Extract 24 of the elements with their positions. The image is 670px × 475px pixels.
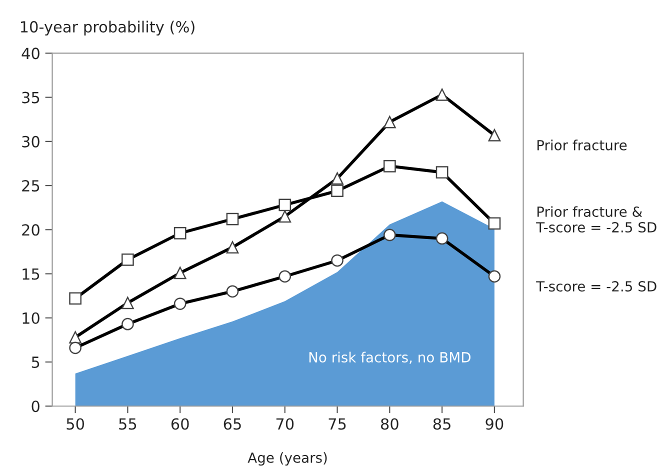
x-tick-label: 55 — [119, 418, 136, 430]
y-tick-label: 20 — [22, 224, 40, 236]
x-tick-label: 60 — [171, 418, 189, 430]
x-tick-label: 90 — [486, 418, 504, 430]
x-tick-label: 50 — [66, 418, 84, 430]
text: Prior fracture — [537, 140, 627, 150]
y-tick-label: 35 — [22, 92, 40, 104]
text: T-score = -2.5 SD — [536, 281, 656, 292]
y-tick-label: 30 — [22, 136, 40, 148]
x-axis-title: Age (years) — [248, 452, 327, 466]
y-tick-label: 25 — [22, 180, 40, 192]
y-tick-label: 40 — [22, 48, 40, 60]
x-tick-label: 85 — [433, 418, 450, 430]
y-axis-title: 10-year probability (%) — [20, 20, 194, 36]
x-tick-label: 75 — [328, 418, 346, 430]
text: Prior fracture & T-score = -2.5 SD — [536, 206, 656, 233]
y-tick-label: 10 — [22, 312, 40, 324]
x-tick-label: 70 — [276, 418, 294, 430]
series-label: No risk factors, no BMD — [309, 352, 470, 364]
y-tick-label: 0 — [32, 400, 40, 412]
x-tick-label: 65 — [224, 418, 241, 430]
x-tick-label: 80 — [380, 418, 398, 430]
y-tick-label: 5 — [32, 356, 40, 368]
y-tick-label: 15 — [22, 268, 40, 280]
